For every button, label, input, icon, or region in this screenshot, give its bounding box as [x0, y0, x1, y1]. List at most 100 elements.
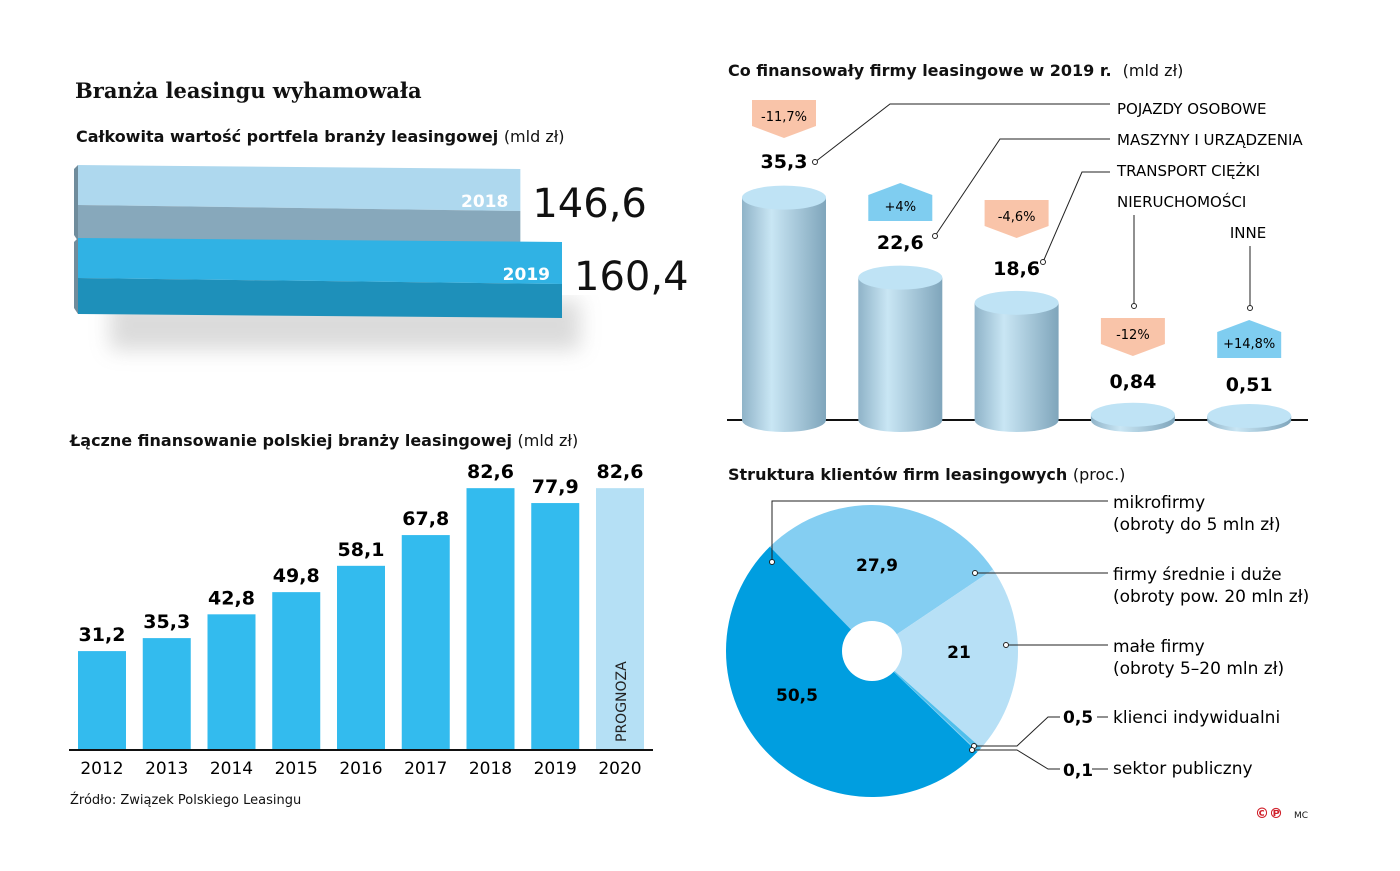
- cylinder-body-0: [742, 197, 826, 432]
- change-label: +14,8%: [1223, 337, 1275, 352]
- cylinder-top-3: [1090, 402, 1175, 427]
- financing-value-label: 31,2: [79, 624, 126, 646]
- leader-dot: [1131, 303, 1137, 309]
- financing-value-label: 77,9: [532, 476, 579, 498]
- change-label: -11,7%: [761, 110, 807, 125]
- pie-leader-line: [972, 749, 1060, 770]
- portfolio-bar-end-2019: [74, 238, 78, 314]
- financing-bar-2012: [78, 651, 126, 750]
- portfolio-title: Całkowita wartość portfela branży leasin…: [76, 127, 565, 146]
- change-badge-up: [868, 183, 933, 221]
- change-label: -12%: [1116, 328, 1150, 343]
- pie-leader-dot: [769, 559, 775, 565]
- categories-title: Co finansowały firmy leasingowe w 2019 r…: [728, 61, 1183, 80]
- financing-value-label: 49,8: [273, 565, 320, 587]
- pie-legend-name: mikrofirmy: [1113, 493, 1205, 513]
- financing-year-label: 2014: [210, 759, 253, 779]
- portfolio-bar-front-2019: [78, 278, 562, 318]
- pie-legend-note: (obroty do 5 mln zł): [1113, 515, 1281, 535]
- portfolio-year-label: 2019: [503, 265, 550, 285]
- pie-value-label: 50,5: [776, 686, 818, 706]
- financing-value-label: 58,1: [338, 539, 385, 561]
- financing-bar-2015: [272, 592, 321, 750]
- category-name: MASZYNY I URZĄDZENIA: [1117, 131, 1303, 149]
- clients-title-text: Struktura klientów firm leasingowych: [728, 465, 1068, 484]
- category-name: INNE: [1230, 224, 1266, 242]
- cylinder-top-0: [742, 185, 826, 210]
- financing-year-label: 2018: [469, 759, 512, 779]
- portfolio-title-text: Całkowita wartość portfela branży leasin…: [76, 127, 499, 146]
- financing-value-label: 82,6: [467, 461, 514, 483]
- portfolio-bar-front-2018: [78, 205, 521, 245]
- financing-bar-2014: [207, 614, 256, 750]
- author-initials: MC: [1294, 811, 1309, 821]
- category-name: TRANSPORT CIĘŻKI: [1116, 161, 1260, 180]
- categories-unit: (mld zł): [1122, 61, 1184, 80]
- portfolio-value-label: 160,4: [574, 254, 689, 300]
- leader-line: [1042, 171, 1110, 263]
- pie-leader-dot: [972, 570, 978, 576]
- change-badge-down: [1100, 318, 1165, 356]
- financing-bar-2018: [466, 488, 515, 750]
- financing-bar-2019: [531, 503, 580, 750]
- financing-year-label: 2016: [339, 759, 382, 779]
- cylinder-body-1: [858, 277, 943, 432]
- portfolio-bar-top-2019: [78, 238, 562, 284]
- pie-legend-name: klienci indywidualni: [1113, 708, 1280, 728]
- change-badge-down: [984, 200, 1049, 238]
- category-value-label: 0,84: [1109, 371, 1156, 393]
- pie-legend-name: firmy średnie i duże: [1113, 565, 1282, 585]
- portfolio-bar-top-2018: [78, 165, 521, 211]
- financing-bar-2013: [142, 638, 191, 750]
- pie-legend-name: sektor publiczny: [1113, 759, 1253, 779]
- leader-line: [934, 138, 1110, 237]
- pie-small-value: 0,1: [1063, 761, 1093, 781]
- pie-slice-3: [872, 651, 979, 753]
- change-label: +4%: [885, 200, 917, 215]
- category-value-label: 22,6: [877, 232, 924, 254]
- clients-unit: (proc.): [1072, 465, 1126, 484]
- pie-hole: [842, 621, 902, 681]
- change-badge-down: [752, 100, 816, 138]
- pie-legend-note: (obroty pow. 20 mln zł): [1113, 587, 1309, 607]
- category-name: NIERUCHOMOŚCI: [1117, 192, 1246, 211]
- category-value-label: 18,6: [993, 258, 1040, 280]
- financing-year-label: 2020: [598, 759, 641, 779]
- financing-value-label: 42,8: [208, 587, 255, 609]
- portfolio-year-label: 2018: [461, 192, 508, 212]
- pie-legend-note: (obroty 5–20 mln zł): [1113, 659, 1284, 679]
- change-badge-up: [1217, 320, 1282, 358]
- financing-bar-2017: [401, 535, 450, 750]
- financing-title-text: Łączne finansowanie polskiej branży leas…: [70, 431, 512, 450]
- change-label: -4,6%: [998, 210, 1036, 225]
- financing-title: Łączne finansowanie polskiej branży leas…: [70, 431, 578, 450]
- financing-value-label: 82,6: [597, 461, 644, 483]
- pie-leader-dot: [969, 747, 975, 753]
- pie-slice-1: [872, 569, 1018, 749]
- financing-year-label: 2015: [275, 759, 318, 779]
- portfolio-value-label: 146,6: [532, 181, 647, 227]
- cylinder-top-1: [858, 265, 943, 290]
- financing-value-label: 67,8: [402, 508, 449, 530]
- categories-title-text: Co finansowały firmy leasingowe w 2019 r…: [728, 61, 1112, 80]
- cylinder-body-2: [974, 302, 1059, 432]
- main-title: Branża leasingu wyhamowała: [75, 78, 422, 103]
- cylinder-top-2: [974, 290, 1059, 315]
- pie-leader-line: [974, 716, 1060, 747]
- pie-slice-0: [769, 505, 994, 651]
- leader-dot: [932, 233, 938, 239]
- leader-line: [814, 103, 1110, 163]
- financing-year-label: 2019: [534, 759, 577, 779]
- category-name: POJAZDY OSOBOWE: [1117, 100, 1267, 118]
- pie-leader-dot: [1003, 642, 1009, 648]
- forecast-label: PROGNOZA: [614, 661, 630, 742]
- copyright-logo: ©℗: [1255, 806, 1283, 822]
- financing-bar-2020: [596, 488, 644, 750]
- financing-year-label: 2012: [80, 759, 123, 779]
- category-value-label: 0,51: [1226, 374, 1273, 396]
- portfolio-unit: (mld zł): [503, 127, 565, 146]
- cylinder-top-4: [1207, 404, 1292, 428]
- financing-value-label: 35,3: [143, 611, 190, 633]
- pie-value-label: 21: [947, 643, 971, 663]
